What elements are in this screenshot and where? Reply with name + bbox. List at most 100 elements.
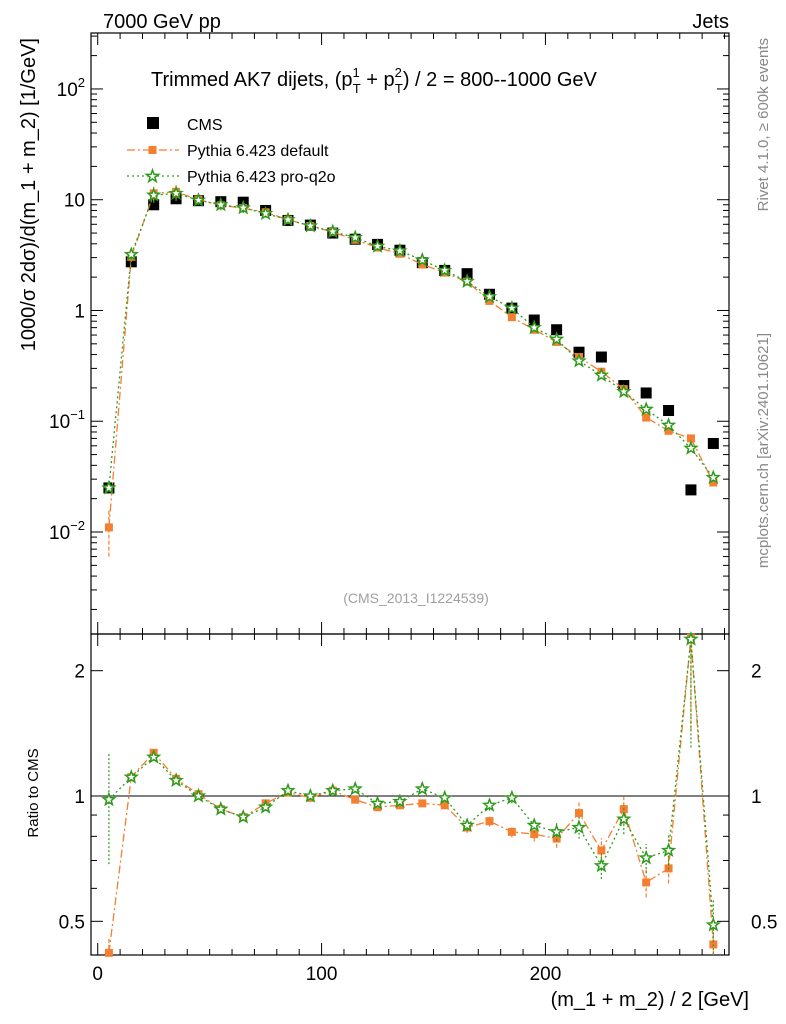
title-sub2: T (395, 81, 403, 96)
ratio-point-default (373, 803, 382, 812)
ratio-point-default (575, 809, 584, 818)
x-tick-label: 0 (92, 964, 103, 985)
main-point-proq2o (616, 383, 632, 399)
ratio-point-proq2o (168, 772, 184, 788)
main-point-cms (685, 484, 697, 496)
main-point-default (507, 313, 516, 322)
ratio-point-default (552, 834, 561, 843)
main-point-proq2o (392, 242, 408, 258)
main-point-proq2o (638, 401, 654, 416)
main-point-proq2o (190, 191, 207, 207)
ratio-point-proq2o (504, 789, 520, 805)
main-point-proq2o (123, 246, 140, 262)
x-axis-label: (m_1 + m_2) / 2 [GeV] (551, 989, 749, 1011)
main-point-proq2o (235, 199, 251, 215)
y-tick-base: 10 (49, 412, 70, 433)
ratio-point-proq2o (235, 809, 251, 824)
main-point-proq2o (593, 367, 610, 382)
main-y-tick-label: 102 (57, 75, 85, 101)
title-prefix: Trimmed AK7 dijets, (p (151, 69, 353, 91)
main-point-proq2o (481, 288, 498, 304)
title-sup1: 1 (353, 65, 360, 80)
main-point-proq2o (526, 319, 542, 335)
ratio-point-proq2o (481, 797, 498, 812)
main-point-cms (595, 351, 607, 363)
ratio-point-proq2o (616, 810, 632, 826)
ratio-y-tick-label: 1 (74, 787, 85, 808)
main-point-cms (707, 437, 719, 449)
main-point-proq2o (683, 440, 699, 455)
x-tick-label: 200 (530, 964, 562, 985)
main-line-default (108, 191, 714, 528)
y-tick-base: 10 (64, 191, 85, 212)
main-point-default (709, 478, 718, 487)
title-sub1: T (353, 81, 361, 96)
ratio-point-proq2o (145, 748, 162, 764)
main-point-proq2o (705, 469, 721, 485)
ratio-point-proq2o (459, 817, 475, 832)
main-point-proq2o (168, 185, 184, 201)
ratio-point-proq2o (123, 768, 140, 784)
ratio-line-proq2o (108, 639, 714, 926)
ratio-y-tick-label-right: 1 (751, 787, 762, 808)
main-y-tick-label: 10−2 (49, 518, 85, 544)
main-point-cms (148, 199, 160, 211)
ratio-point-proq2o (369, 795, 386, 810)
chart-title: Trimmed AK7 dijets, (p1 T + p2 T) / 2 = 80… (151, 65, 598, 96)
main-plot-series (101, 185, 721, 557)
main-y-tick-label: 10 (64, 191, 85, 212)
main-point-default (418, 260, 427, 269)
main-point-proq2o (302, 217, 319, 233)
y-tick-exponent: −1 (70, 407, 85, 422)
ratio-point-default (642, 878, 651, 887)
main-point-proq2o (369, 238, 386, 253)
ratio-point-proq2o (660, 842, 677, 858)
legend: CMS Pythia 6.423 default Pythia 6.423 pr… (127, 117, 336, 186)
ratio-point-proq2o (683, 630, 699, 646)
y-tick-base: 10 (49, 523, 70, 544)
main-y-tick-label: 10−1 (49, 407, 85, 433)
main-point-proq2o (436, 262, 453, 278)
rivet-version-text: Rivet 4.1.0, ≥ 600k events (755, 38, 772, 211)
ratio-point-proq2o (347, 780, 363, 796)
ratio-point-default (440, 801, 449, 810)
legend-marker-cms (147, 117, 159, 129)
main-point-cms (573, 346, 585, 358)
main-y-tick-label: 1 (74, 301, 85, 322)
main-point-proq2o (213, 196, 229, 212)
ratio-plot-series (101, 630, 722, 957)
ratio-y-axis-label: Ratio to CMS (25, 748, 42, 837)
ratio-point-default (351, 795, 360, 804)
main-point-default (642, 413, 651, 422)
legend-label-default: Pythia 6.423 default (187, 143, 329, 160)
mcplots-credit-text: mcplots.cern.ch [arXiv:2401.10621] (755, 333, 772, 568)
main-point-default (485, 296, 494, 305)
main-point-cms (640, 387, 652, 399)
ratio-point-default (418, 799, 427, 808)
ratio-plot-frame (90, 633, 730, 956)
ratio-point-proq2o (638, 849, 654, 865)
main-point-default (104, 523, 113, 532)
main-point-proq2o (548, 331, 565, 346)
ratio-point-proq2o (302, 787, 319, 803)
ratio-point-default (104, 948, 113, 957)
ratio-point-proq2o (280, 782, 296, 798)
main-point-proq2o (660, 417, 677, 432)
main-point-cms (551, 324, 563, 336)
main-point-proq2o (101, 479, 117, 495)
ratio-point-proq2o (325, 782, 341, 798)
analysis-tag: (CMS_2013_I1224539) (343, 590, 489, 606)
ratio-y-tick-label: 2 (74, 662, 85, 683)
main-point-proq2o (504, 299, 520, 315)
ratio-axes-ticks: 0 100 200 0.5 0.5 1 1 2 2 (59, 634, 777, 985)
main-point-proq2o (145, 186, 162, 202)
ratio-point-proq2o (571, 819, 587, 835)
ratio-point-proq2o (593, 857, 610, 873)
main-y-axis-label: 1000/σ 2dσ)/d(m_1 + m_2) [1/GeV] (18, 38, 40, 351)
ratio-point-default (485, 817, 494, 826)
ratio-y-tick-label-right: 2 (751, 662, 762, 683)
ratio-point-proq2o (257, 799, 274, 814)
title-suffix: ) / 2 = 800--1000 GeV (403, 69, 598, 91)
